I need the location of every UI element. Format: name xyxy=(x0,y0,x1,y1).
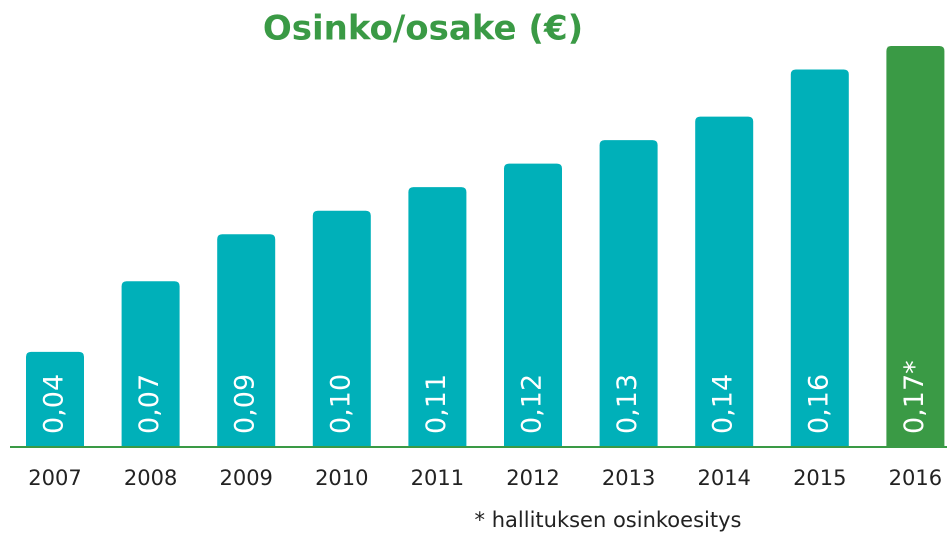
chart-title: Osinko/osake (€) xyxy=(263,9,583,49)
bar xyxy=(121,281,180,446)
bar xyxy=(886,46,945,446)
value-label: 0,07 xyxy=(134,374,165,434)
x-tick-label: 2009 xyxy=(219,466,272,490)
x-tick-label: 2007 xyxy=(28,466,81,490)
x-tick-label: 2008 xyxy=(124,466,177,490)
bar xyxy=(695,116,754,447)
x-tick-label: 2014 xyxy=(697,466,750,490)
bar xyxy=(790,69,849,446)
value-label: 0,13 xyxy=(612,374,643,434)
value-label: 0,17* xyxy=(899,360,930,434)
bar xyxy=(599,140,658,446)
bar xyxy=(504,163,562,446)
value-label: 0,04 xyxy=(39,374,70,434)
footnote: * hallituksen osinkoesitys xyxy=(475,508,742,532)
value-label: 0,14 xyxy=(708,374,739,434)
value-label: 0,09 xyxy=(230,374,261,434)
bar xyxy=(408,187,467,447)
x-tick-label: 2012 xyxy=(506,466,559,490)
x-tick-label: 2013 xyxy=(602,466,655,490)
x-tick-label: 2016 xyxy=(889,466,942,490)
bar xyxy=(26,351,84,446)
value-label: 0,12 xyxy=(517,374,548,434)
value-label: 0,16 xyxy=(803,374,834,434)
x-tick-label: 2010 xyxy=(315,466,368,490)
bar xyxy=(217,234,276,446)
value-label: 0,11 xyxy=(421,374,452,434)
x-tick-label: 2011 xyxy=(411,466,464,490)
x-tick-label: 2015 xyxy=(793,466,846,490)
bar xyxy=(312,210,371,446)
value-label: 0,10 xyxy=(325,374,356,434)
